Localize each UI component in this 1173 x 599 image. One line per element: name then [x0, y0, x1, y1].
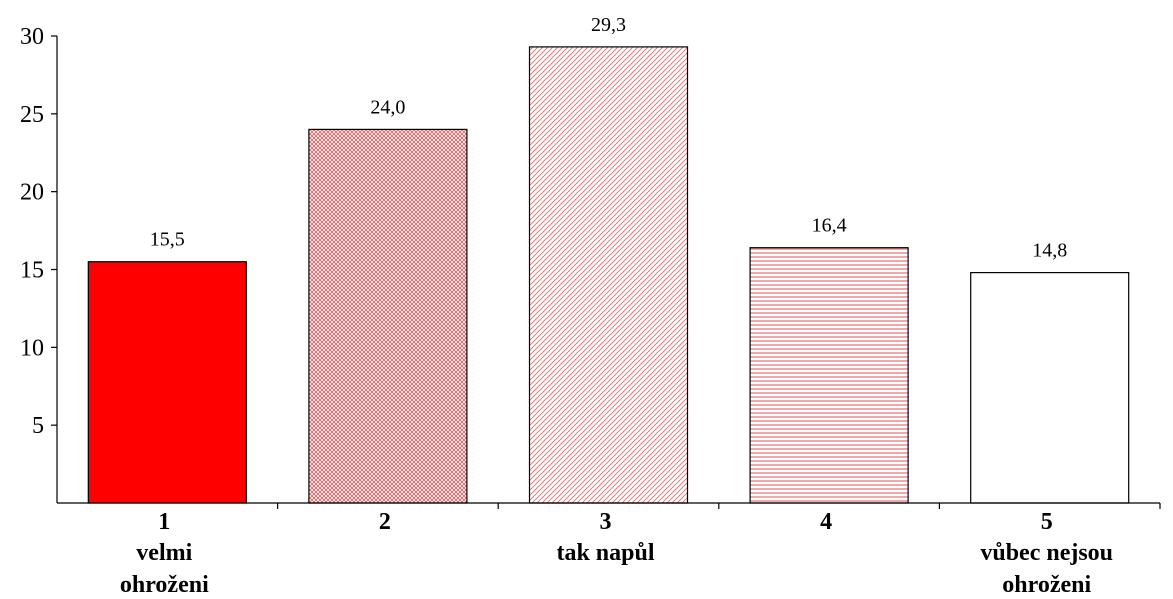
category-sublabel: ohroženi — [120, 572, 209, 598]
bar-1 — [87, 261, 247, 504]
y-tick-label: 25 — [20, 102, 44, 128]
data-labels: 15,5 24,0 29,3 16,4 14,8 — [150, 14, 1067, 262]
data-label-2: 24,0 — [370, 96, 405, 118]
category-label-2: 2 — [379, 509, 391, 535]
bars — [87, 46, 1130, 504]
bar-4 — [749, 247, 909, 504]
y-axis: 5 10 15 20 25 30 — [20, 24, 58, 503]
data-label-5: 14,8 — [1032, 240, 1067, 262]
category-label-5: 5 — [1041, 509, 1053, 535]
data-label-1: 15,5 — [150, 229, 185, 251]
bar-5 — [970, 272, 1130, 504]
category-sublabel: ohroženi — [1002, 572, 1091, 598]
category-sublabel: tak napůl — [556, 540, 654, 566]
category-label-4: 4 — [820, 509, 832, 535]
category-label-1: 1 — [158, 509, 170, 535]
bar-3 — [528, 46, 689, 504]
category-sublabel: vůbec nejsou — [980, 540, 1113, 566]
y-tick-label: 5 — [32, 413, 44, 439]
category-label-3: 3 — [600, 509, 612, 535]
bar-2 — [308, 128, 468, 504]
y-tick-label: 20 — [20, 180, 44, 206]
category-sublabel: velmi — [136, 540, 192, 566]
y-tick-label: 30 — [20, 24, 44, 50]
y-tick-label: 15 — [20, 258, 44, 284]
x-axis: 1 velmi ohroženi 2 3 tak napůl 4 5 vůbec nejsou o… — [57, 502, 1161, 598]
y-tick-label: 10 — [20, 335, 44, 361]
data-label-3: 29,3 — [591, 14, 626, 36]
data-label-4: 16,4 — [812, 215, 847, 237]
